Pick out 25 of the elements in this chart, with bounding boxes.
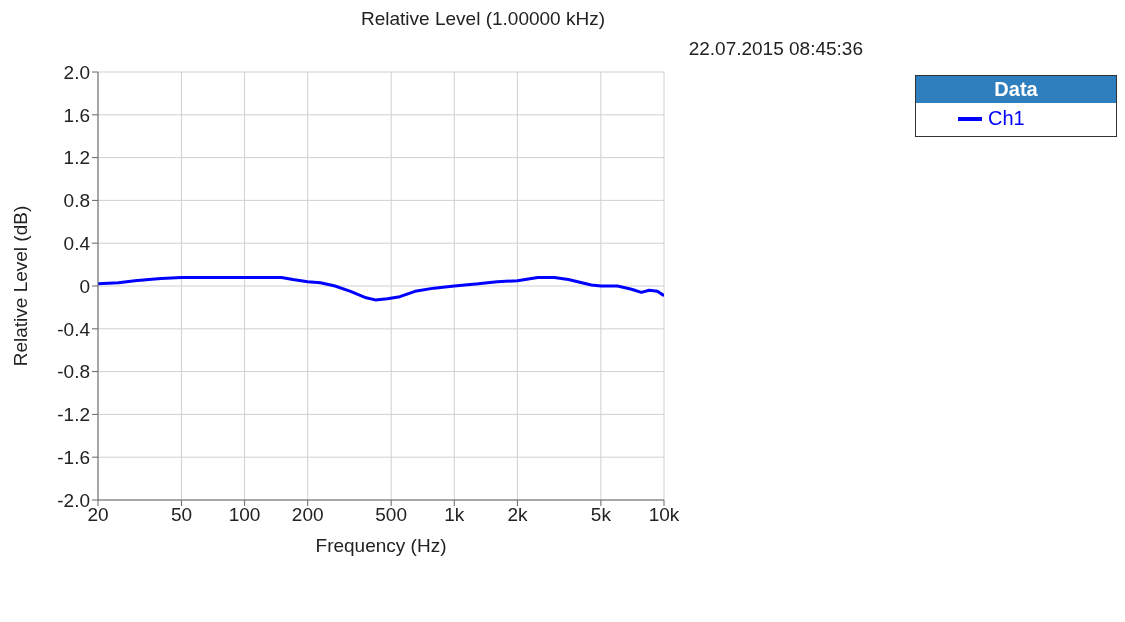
x-tick-label: 5k: [590, 504, 612, 526]
y-tick-label: 1.2: [63, 147, 90, 169]
y-tick-label: -1.2: [57, 404, 90, 426]
x-tick-label: 50: [170, 504, 193, 526]
x-tick-label: 2k: [507, 504, 528, 526]
x-tick-label: 500: [375, 504, 408, 526]
legend-title: Data: [916, 76, 1116, 103]
x-tick-label: 200: [291, 504, 324, 526]
y-tick-label: -0.4: [57, 318, 91, 340]
x-axis-title: Frequency (Hz): [315, 535, 447, 556]
y-tick-label: 1.6: [63, 104, 90, 126]
text: 22.07.2015 08:45:36: [688, 38, 863, 60]
x-tick-label: 1k: [444, 504, 465, 526]
x-tick-label: 10k: [648, 504, 680, 526]
y-tick-label: -2.0: [57, 489, 90, 511]
y-tick-label: 0: [79, 275, 90, 297]
y-tick-label: -1.6: [57, 446, 90, 468]
legend-label: Ch1: [987, 106, 1026, 131]
chart-title: Relative Level (1.00000 kHz): [360, 8, 606, 30]
y-tick-label: -0.8: [57, 361, 90, 383]
y-tick-label: 0.4: [63, 232, 91, 254]
x-tick-label: 100: [228, 504, 261, 526]
y-tick-label: 0.8: [63, 190, 90, 212]
y-tick-label: 2.0: [63, 61, 90, 83]
y-axis-title: Relative Level (dB): [9, 205, 31, 367]
